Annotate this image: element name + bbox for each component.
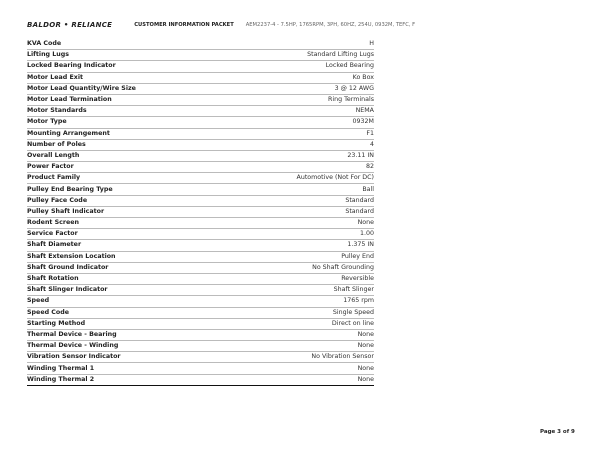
baldor-reliance-logo: BALDOR • RELIANCE	[27, 21, 113, 29]
spec-value: Standard Lifting Lugs	[307, 51, 374, 59]
spec-label: Thermal Device - Bearing	[27, 330, 117, 338]
page-header: BALDOR • RELIANCE CUSTOMER INFORMATION P…	[27, 21, 415, 29]
spec-value: 1.00	[359, 230, 374, 238]
spec-label: Locked Bearing Indicator	[27, 62, 116, 70]
spec-row: Rodent Screen None	[27, 218, 374, 230]
spec-label: Pulley Face Code	[27, 196, 88, 204]
spec-row: Winding Thermal 2 None	[27, 375, 374, 386]
model-description: AEM2237-4 - 7.5HP, 1765RPM, 3PH, 60HZ, 2…	[245, 22, 416, 28]
spec-value: No Shaft Grounding	[312, 263, 374, 271]
spec-value: Single Speed	[332, 308, 374, 316]
spec-label: Number of Poles	[27, 140, 86, 148]
spec-row: Product Family Automotive (Not For DC)	[27, 173, 374, 185]
spec-value: 3 @ 12 AWG	[334, 84, 374, 92]
spec-label: Motor Type	[27, 118, 67, 126]
spec-value: Pulley End	[341, 252, 374, 260]
spec-row: Motor Standards NEMA	[27, 106, 374, 118]
spec-value: NEMA	[355, 107, 374, 115]
spec-row: Number of Poles 4	[27, 140, 374, 151]
spec-label: Power Factor	[27, 163, 74, 171]
spec-value: None	[357, 330, 374, 338]
spec-value: H	[369, 40, 374, 48]
spec-value: None	[357, 375, 374, 383]
spec-value: 1765 rpm	[343, 297, 374, 305]
spec-row: Shaft Slinger Indicator Shaft Slinger	[27, 285, 374, 297]
spec-row: Shaft Rotation Reversible	[27, 274, 374, 286]
spec-value: Ko Box	[352, 73, 374, 81]
spec-value: Reversible	[341, 275, 374, 283]
spec-label: Motor Lead Termination	[27, 96, 112, 104]
spec-row: Motor Lead Quantity/Wire Size 3 @ 12 AWG	[27, 84, 374, 95]
spec-row: Motor Type 0932M	[27, 117, 374, 129]
spec-row: Pulley End Bearing Type Ball	[27, 184, 374, 196]
spec-row: Thermal Device - Bearing None	[27, 330, 374, 342]
spec-label: Service Factor	[27, 230, 78, 238]
spec-label: Shaft Ground Indicator	[27, 263, 109, 271]
spec-label: Mounting Arrangement	[27, 129, 110, 137]
spec-label: Lifting Lugs	[27, 51, 70, 59]
spec-label: KVA Code	[27, 40, 62, 48]
spec-label: Shaft Diameter	[27, 241, 82, 249]
spec-value: Ball	[362, 185, 374, 193]
spec-value: None	[357, 342, 374, 350]
spec-value: 23.11 IN	[347, 151, 374, 159]
spec-value: Ring Terminals	[327, 96, 374, 104]
spec-row: Pulley Shaft Indicator Standard	[27, 207, 374, 218]
spec-row: Service Factor 1.00	[27, 229, 374, 241]
page-number: Page 3 of 9	[540, 429, 575, 435]
spec-label: Motor Lead Quantity/Wire Size	[27, 84, 136, 92]
spec-value: 4	[369, 140, 374, 148]
spec-label: Speed	[27, 297, 50, 305]
spec-label: Product Family	[27, 174, 81, 182]
spec-row: Starting Method Direct on line	[27, 319, 374, 330]
spec-row: Power Factor 82	[27, 162, 374, 174]
spec-label: Rodent Screen	[27, 219, 80, 227]
spec-value: F1	[366, 129, 374, 137]
spec-value: Standard	[345, 207, 374, 215]
spec-label: Motor Standards	[27, 107, 87, 115]
spec-label: Winding Thermal 1	[27, 364, 95, 372]
spec-value: Shaft Slinger	[333, 286, 374, 294]
spec-label: Vibration Sensor Indicator	[27, 353, 121, 361]
spec-row: Winding Thermal 1 None	[27, 363, 374, 375]
spec-row: Locked Bearing Indicator Locked Bearing	[27, 61, 374, 73]
spec-label: Shaft Rotation	[27, 275, 79, 283]
spec-row: Shaft Ground Indicator No Shaft Grounding	[27, 263, 374, 274]
spec-row: Lifting Lugs Standard Lifting Lugs	[27, 50, 374, 62]
spec-label: Shaft Extension Location	[27, 252, 116, 260]
spec-row: Speed Code Single Speed	[27, 308, 374, 319]
spec-row: Motor Lead Termination Ring Terminals	[27, 95, 374, 107]
spec-row: Shaft Diameter 1.375 IN	[27, 240, 374, 252]
spec-label: Pulley Shaft Indicator	[27, 207, 105, 215]
spec-value: 0932M	[352, 118, 374, 126]
spec-label: Pulley End Bearing Type	[27, 185, 113, 193]
spec-row: KVA Code H	[27, 39, 374, 51]
spec-value: Locked Bearing	[325, 62, 374, 70]
spec-value: None	[357, 219, 374, 227]
spec-row: Speed 1765 rpm	[27, 296, 374, 308]
spec-value: Standard	[345, 196, 374, 204]
spec-value: 82	[365, 163, 374, 171]
spec-row: Overall Length 23.11 IN	[27, 151, 374, 163]
spec-label: Thermal Device - Winding	[27, 342, 119, 350]
spec-value: No Vibration Sensor	[311, 353, 374, 361]
spec-label: Starting Method	[27, 319, 86, 327]
spec-row: Vibration Sensor Indicator No Vibration S…	[27, 352, 374, 364]
packet-title: CUSTOMER INFORMATION PACKET	[134, 22, 234, 28]
spec-row: Shaft Extension Location Pulley End	[27, 252, 374, 263]
spec-value: None	[357, 364, 374, 372]
spec-value: Direct on line	[331, 319, 374, 327]
spec-label: Motor Lead Exit	[27, 73, 83, 81]
spec-row: Mounting Arrangement F1	[27, 129, 374, 140]
spec-label: Speed Code	[27, 308, 70, 316]
spec-row: Thermal Device - Winding None	[27, 341, 374, 353]
spec-value: 1.375 IN	[347, 241, 374, 249]
spec-row: Pulley Face Code Standard	[27, 196, 374, 207]
spec-row: Motor Lead Exit Ko Box	[27, 73, 374, 84]
spec-table: KVA Code H Lifting Lugs Standard Lifting Lu…	[27, 39, 374, 386]
spec-value: Automotive (Not For DC)	[296, 174, 374, 182]
spec-label: Overall Length	[27, 151, 80, 159]
spec-label: Shaft Slinger Indicator	[27, 286, 108, 294]
spec-label: Winding Thermal 2	[27, 375, 95, 383]
